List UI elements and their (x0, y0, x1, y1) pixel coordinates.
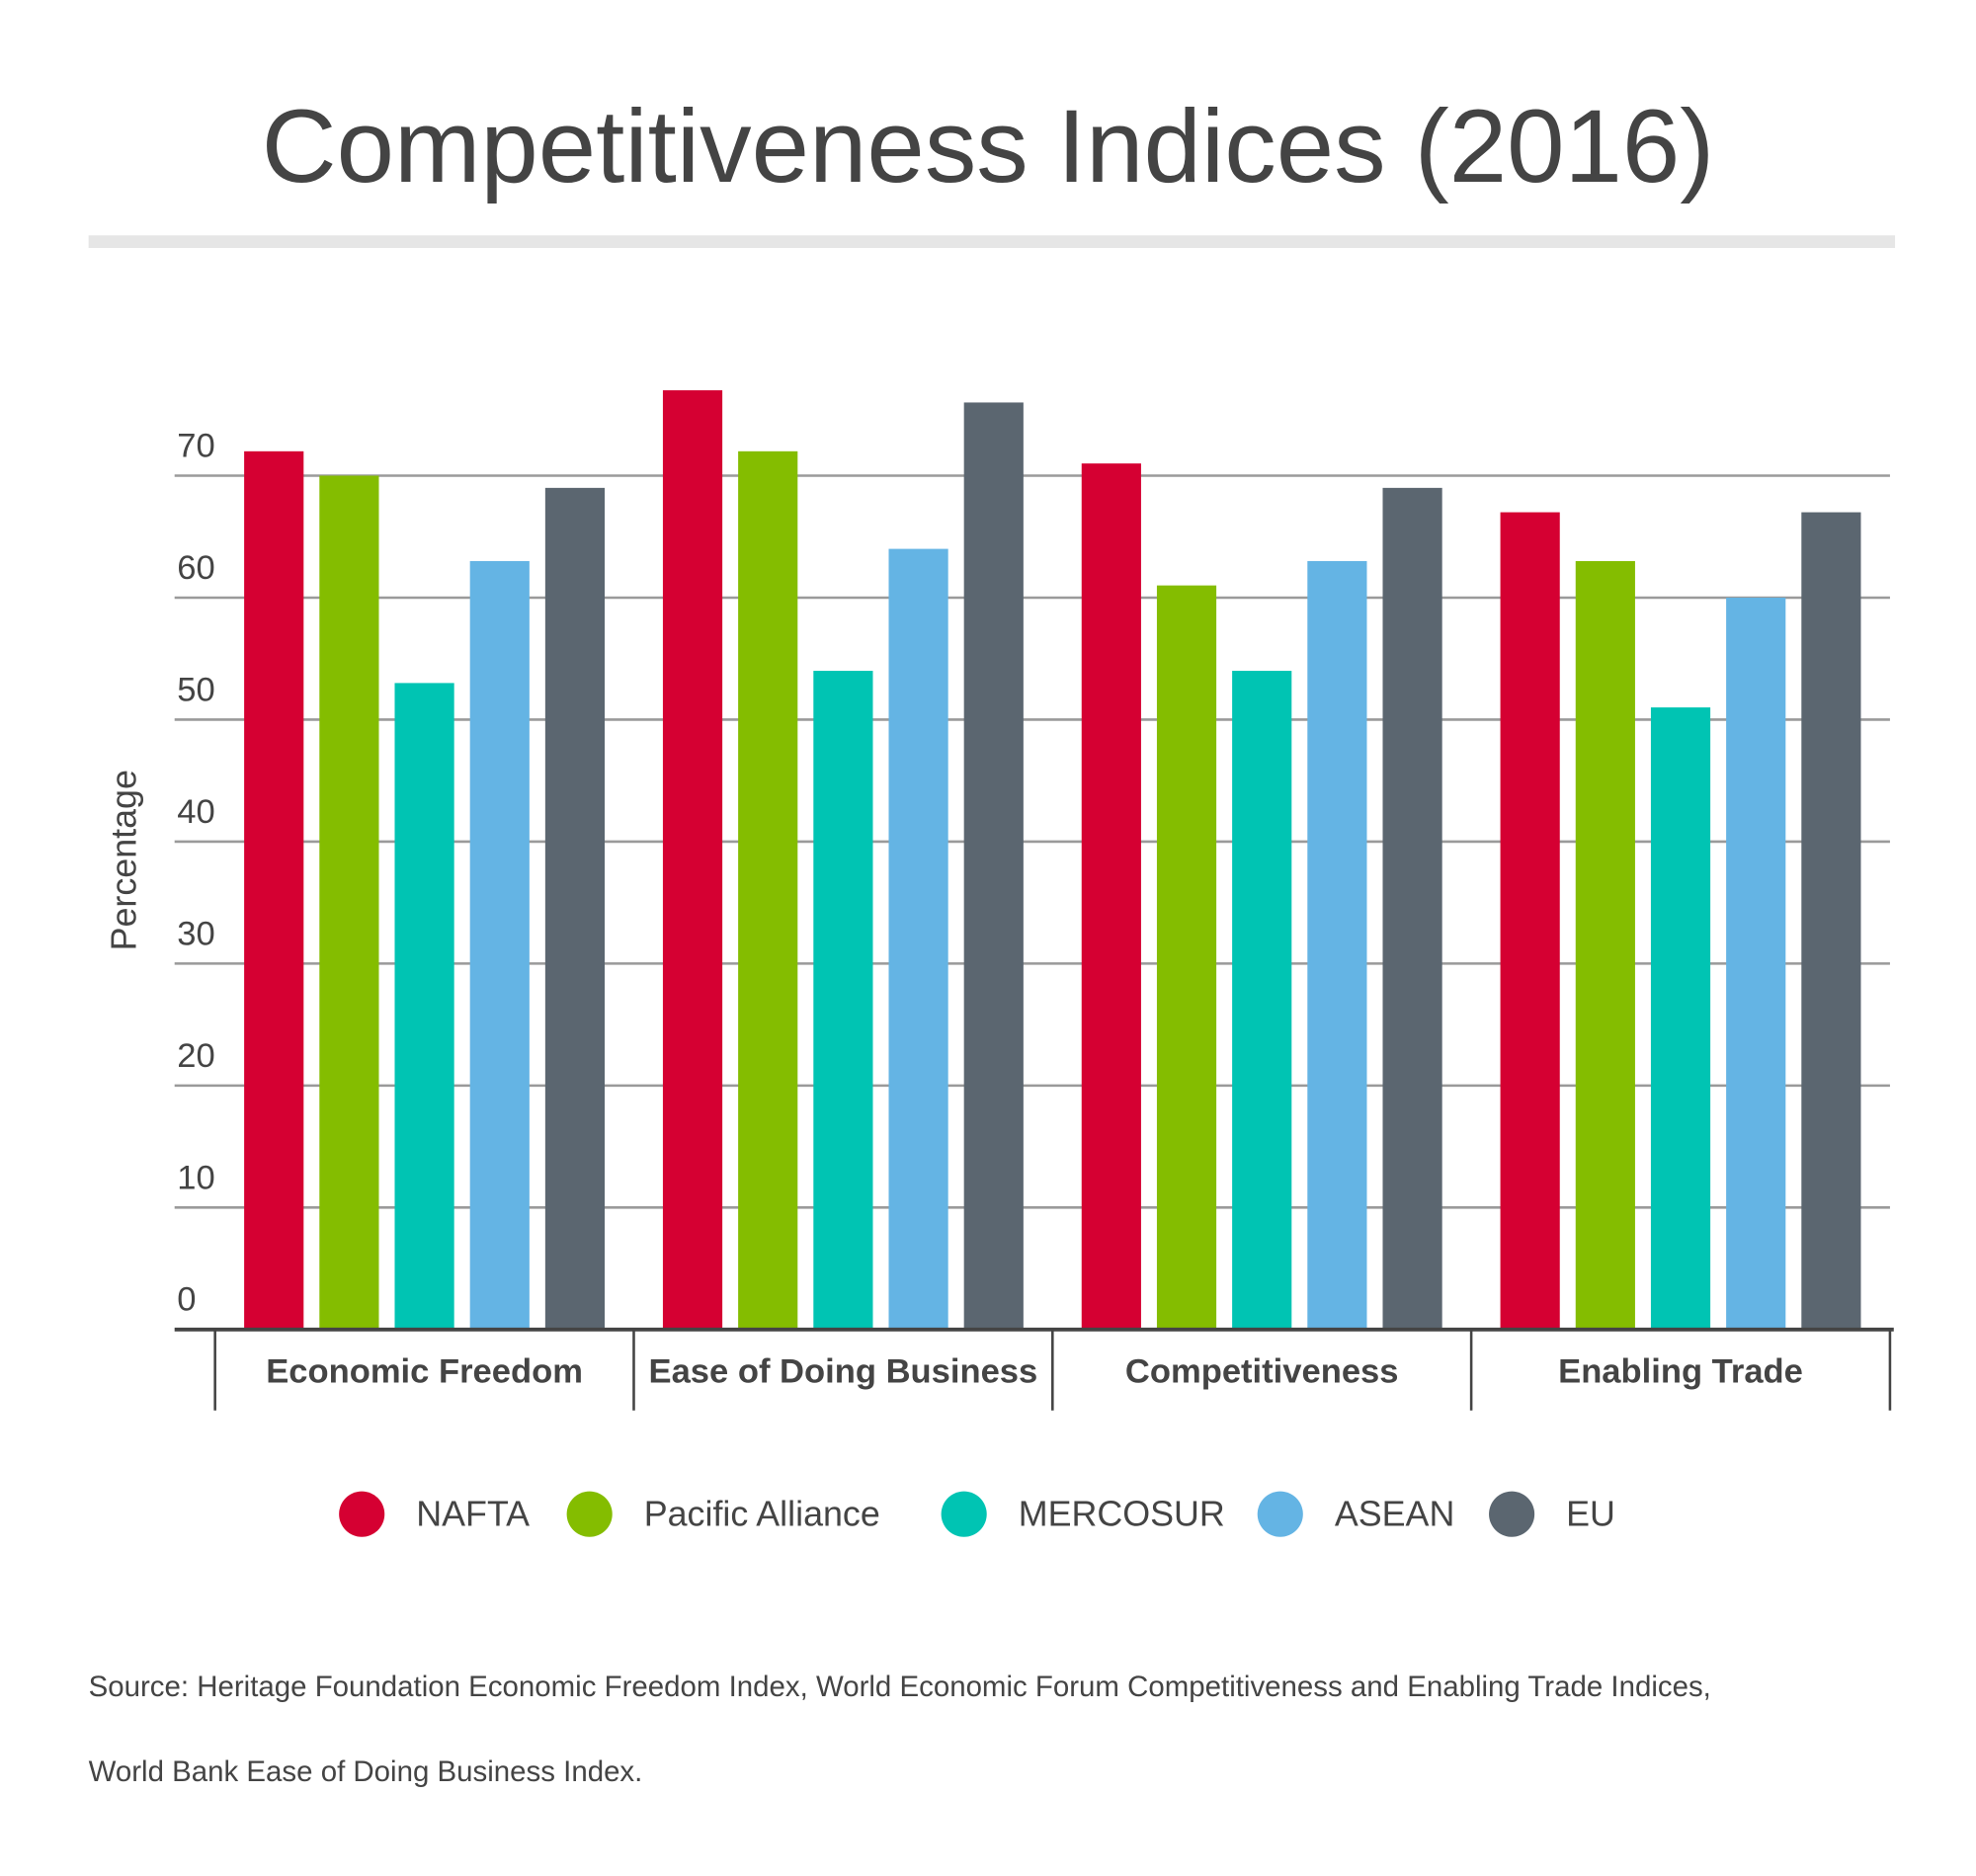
bar (1650, 707, 1711, 1330)
bar (1232, 671, 1292, 1330)
legend-swatch (339, 1491, 385, 1537)
bar (394, 683, 454, 1330)
y-tick-label: 40 (177, 793, 214, 831)
legend-swatch (1489, 1491, 1535, 1537)
bar (963, 402, 1024, 1330)
bar (1382, 487, 1442, 1330)
bar (1307, 560, 1367, 1330)
y-tick-label: 60 (177, 549, 214, 587)
y-tick-label: 30 (177, 915, 214, 952)
x-tick-label: Economic Freedom (266, 1353, 583, 1391)
y-tick-label: 20 (177, 1037, 214, 1075)
legend-label: NAFTA (416, 1495, 530, 1534)
legend-label: EU (1566, 1495, 1615, 1534)
legend-swatch (566, 1491, 613, 1537)
y-tick-label: 0 (177, 1281, 196, 1319)
bar (1801, 512, 1861, 1330)
bar (244, 450, 304, 1330)
chart-title: Competitiveness Indices (2016) (262, 89, 1715, 204)
source-note: World Bank Ease of Doing Business Index. (89, 1755, 643, 1788)
x-tick-label: Competitiveness (1125, 1353, 1399, 1391)
bar (662, 390, 723, 1330)
bar (544, 487, 606, 1330)
legend-label: MERCOSUR (1019, 1495, 1225, 1534)
legend-swatch (941, 1491, 987, 1537)
x-tick-label: Ease of Doing Business (649, 1353, 1038, 1391)
legend-label: ASEAN (1335, 1495, 1455, 1534)
title-rule (88, 235, 1896, 249)
bar (1726, 597, 1786, 1330)
bar (469, 560, 530, 1330)
bar (888, 548, 948, 1330)
bar (1500, 512, 1560, 1330)
bar (813, 671, 873, 1330)
bar (1575, 560, 1635, 1330)
bar (738, 450, 798, 1330)
bar (319, 475, 379, 1330)
legend-swatch (1257, 1491, 1303, 1537)
legend-label: Pacific Alliance (644, 1495, 880, 1534)
y-axis-label: Percentage (105, 770, 144, 950)
x-tick-label: Enabling Trade (1558, 1353, 1803, 1391)
y-tick-label: 70 (177, 427, 214, 464)
y-tick-label: 10 (177, 1159, 214, 1196)
bar (1156, 585, 1217, 1330)
y-tick-label: 50 (177, 671, 214, 708)
bar (1081, 463, 1141, 1330)
source-note: Source: Heritage Foundation Economic Fre… (89, 1671, 1711, 1703)
